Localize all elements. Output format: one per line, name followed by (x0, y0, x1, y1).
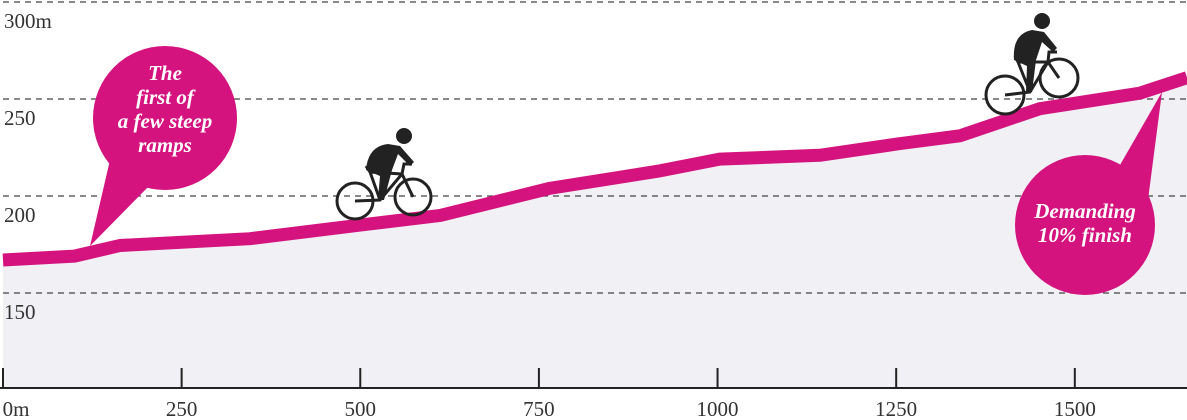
y-tick-label: 200 (4, 203, 36, 227)
annotation-text: a few steep (118, 109, 212, 133)
x-tick-label: 750 (523, 397, 555, 420)
x-tick-label: 250 (166, 397, 198, 420)
callout-bubble (90, 46, 1162, 295)
annotation-text: first of (136, 85, 196, 109)
x-tick-label: 1250 (875, 397, 917, 420)
x-tick-label: 500 (345, 397, 377, 420)
y-tick-label: 300m (4, 9, 52, 33)
cyclist-rider (366, 128, 414, 200)
y-tick-label: 150 (4, 300, 36, 324)
cyclist-rider (1013, 13, 1057, 92)
cyclist-icon (335, 162, 433, 221)
y-tick-label: 250 (4, 106, 36, 130)
annotation-text: ramps (138, 133, 192, 157)
x-tick-label: 0m (3, 397, 30, 420)
annotation-text: Demanding (1033, 199, 1136, 223)
annotation-text: 10% finish (1038, 223, 1132, 247)
cyclist-icon (984, 50, 1080, 116)
annotation-text: The (148, 61, 182, 85)
x-tick-label: 1500 (1054, 397, 1096, 420)
decoration (90, 13, 1162, 295)
area (3, 77, 1187, 388)
x-tick-label: 1000 (697, 397, 739, 420)
line (2, 71, 1187, 267)
